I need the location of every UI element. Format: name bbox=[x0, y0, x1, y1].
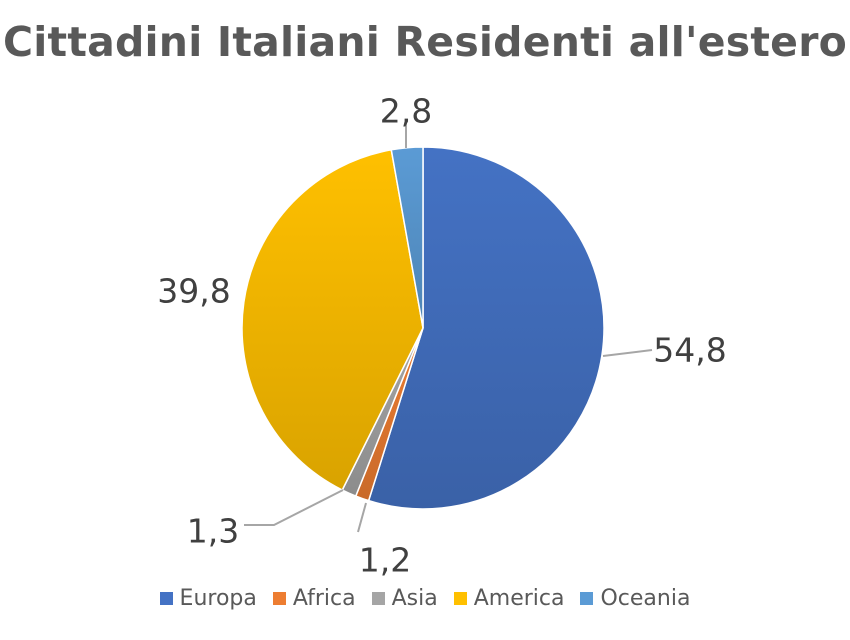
data-label-america: 39,8 bbox=[157, 272, 230, 311]
legend-swatch bbox=[159, 592, 173, 605]
legend-label: America bbox=[473, 586, 565, 611]
legend-item-america: America bbox=[453, 586, 565, 611]
data-label-asia: 1,3 bbox=[187, 512, 239, 551]
legend-swatch bbox=[580, 592, 594, 605]
data-label-europa: 54,8 bbox=[653, 331, 726, 370]
pie-slice-america bbox=[241, 148, 424, 492]
legend-item-asia: Asia bbox=[371, 586, 438, 611]
legend-label: Europa bbox=[179, 586, 257, 611]
pie-slice-oceania bbox=[390, 146, 424, 329]
legend-label: Africa bbox=[292, 586, 356, 611]
legend-label: Asia bbox=[391, 586, 438, 611]
leader-line-europa bbox=[602, 349, 653, 357]
legend-swatch bbox=[371, 592, 385, 605]
legend-swatch bbox=[272, 592, 286, 605]
pie-slice-europa bbox=[367, 146, 605, 510]
legend-item-oceania: Oceania bbox=[580, 586, 690, 611]
legend: Europa Africa Asia America Oceania bbox=[0, 586, 850, 611]
legend-swatch bbox=[453, 592, 467, 605]
legend-item-europa: Europa bbox=[159, 586, 257, 611]
data-label-africa: 1,2 bbox=[359, 541, 411, 580]
legend-item-africa: Africa bbox=[272, 586, 356, 611]
data-label-oceania: 2,8 bbox=[380, 92, 432, 131]
leader-line-asia bbox=[244, 489, 344, 526]
chart-title: Cittadini Italiani Residenti all'estero bbox=[3, 18, 847, 66]
leader-line-africa bbox=[357, 502, 367, 533]
legend-label: Oceania bbox=[600, 586, 691, 611]
